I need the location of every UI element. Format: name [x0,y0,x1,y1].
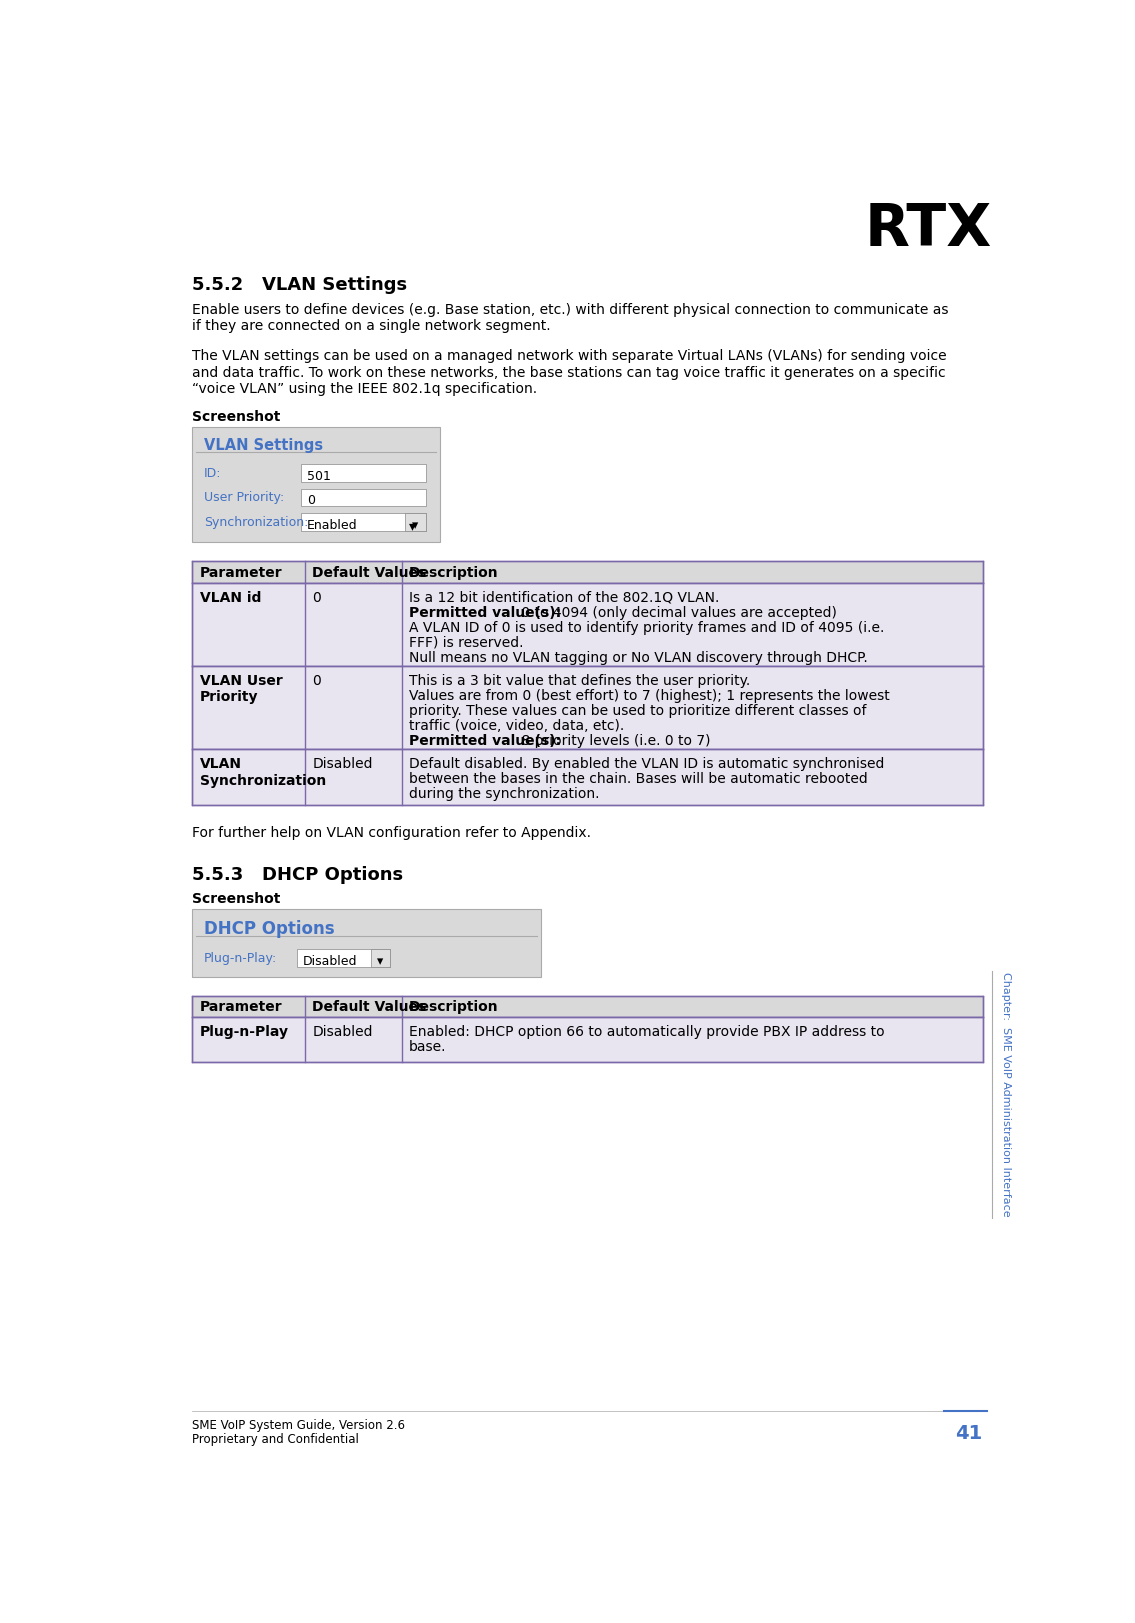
Text: 5.5.3   DHCP Options: 5.5.3 DHCP Options [192,867,403,885]
Text: VLAN id: VLAN id [200,591,261,605]
FancyBboxPatch shape [192,750,983,805]
Text: ID:: ID: [204,467,221,480]
Text: This is a 3 bit value that defines the user priority.: This is a 3 bit value that defines the u… [410,674,750,688]
Text: Synchronization:: Synchronization: [204,516,309,529]
Text: ▾: ▾ [377,954,384,967]
Text: if they are connected on a single network segment.: if they are connected on a single networ… [192,320,550,333]
Text: Enable users to define devices (e.g. Base station, etc.) with different physical: Enable users to define devices (e.g. Bas… [192,302,949,316]
FancyBboxPatch shape [297,949,390,967]
Text: Plug-n-Play: Plug-n-Play [200,1026,289,1039]
Text: A VLAN ID of 0 is used to identify priority frames and ID of 4095 (i.e.: A VLAN ID of 0 is used to identify prior… [410,620,884,635]
Text: 501: 501 [306,469,330,482]
FancyBboxPatch shape [192,583,983,665]
FancyBboxPatch shape [192,665,983,750]
Text: Disabled: Disabled [303,954,358,967]
Text: Chapter:  SME VoIP Administration Interface: Chapter: SME VoIP Administration Interfa… [1001,972,1011,1217]
Text: Disabled: Disabled [312,756,373,771]
Text: 8 priority levels (i.e. 0 to 7): 8 priority levels (i.e. 0 to 7) [516,734,711,748]
Text: Plug-n-Play:: Plug-n-Play: [204,951,277,964]
Text: Disabled: Disabled [312,1026,373,1039]
Text: Screenshot: Screenshot [192,409,280,424]
Text: Enabled: DHCP option 66 to automatically provide PBX IP address to: Enabled: DHCP option 66 to automatically… [410,1026,885,1039]
Text: Proprietary and Confidential: Proprietary and Confidential [192,1433,359,1446]
Text: 41: 41 [956,1423,983,1443]
FancyBboxPatch shape [301,513,427,531]
Text: priority. These values can be used to prioritize different classes of: priority. These values can be used to pr… [410,704,867,717]
Text: “voice VLAN” using the IEEE 802.1q specification.: “voice VLAN” using the IEEE 802.1q speci… [192,383,537,396]
Text: For further help on VLAN configuration refer to Appendix.: For further help on VLAN configuration r… [192,826,591,841]
Text: Parameter: Parameter [200,566,283,579]
Text: base.: base. [410,1040,447,1053]
Text: 5.5.2   VLAN Settings: 5.5.2 VLAN Settings [192,276,407,294]
Text: VLAN User: VLAN User [200,674,283,688]
Text: RTX: RTX [865,201,992,258]
Text: Default disabled. By enabled the VLAN ID is automatic synchronised: Default disabled. By enabled the VLAN ID… [410,756,884,771]
FancyBboxPatch shape [192,1018,983,1061]
Text: ▾: ▾ [410,519,417,532]
Text: FFF) is reserved.: FFF) is reserved. [410,636,523,649]
FancyBboxPatch shape [301,464,427,482]
Text: traffic (voice, video, data, etc).: traffic (voice, video, data, etc). [410,719,624,734]
Text: DHCP Options: DHCP Options [204,920,335,938]
Text: between the bases in the chain. Bases will be automatic rebooted: between the bases in the chain. Bases wi… [410,773,868,786]
FancyBboxPatch shape [192,997,983,1018]
Text: Description: Description [410,566,499,579]
Text: VLAN Settings: VLAN Settings [204,438,323,453]
FancyBboxPatch shape [192,909,541,977]
FancyBboxPatch shape [370,949,390,967]
Text: Priority: Priority [200,690,259,704]
Text: Screenshot: Screenshot [192,891,280,906]
Text: Permitted value(s):: Permitted value(s): [410,734,562,748]
Text: Is a 12 bit identification of the 802.1Q VLAN.: Is a 12 bit identification of the 802.1Q… [410,591,720,605]
Text: and data traffic. To work on these networks, the base stations can tag voice tra: and data traffic. To work on these netwo… [192,365,945,380]
Text: 0 to 4094 (only decimal values are accepted): 0 to 4094 (only decimal values are accep… [516,605,836,620]
FancyBboxPatch shape [301,489,427,506]
Text: Null means no VLAN tagging or No VLAN discovery through DHCP.: Null means no VLAN tagging or No VLAN di… [410,651,868,665]
Text: during the synchronization.: during the synchronization. [410,787,599,802]
FancyBboxPatch shape [192,427,440,542]
Text: The VLAN settings can be used on a managed network with separate Virtual LANs (V: The VLAN settings can be used on a manag… [192,349,947,364]
Text: SME VoIP System Guide, Version 2.6: SME VoIP System Guide, Version 2.6 [192,1419,405,1431]
Text: Parameter: Parameter [200,1000,283,1014]
FancyBboxPatch shape [404,513,427,531]
Text: 0: 0 [312,674,321,688]
Text: Enabled: Enabled [306,519,358,532]
Text: ▾: ▾ [412,519,419,532]
Text: Description: Description [410,1000,499,1014]
Text: User Priority:: User Priority: [204,492,284,505]
Text: Permitted value(s):: Permitted value(s): [410,605,562,620]
Text: 0: 0 [306,495,314,508]
Text: Synchronization: Synchronization [200,774,326,787]
FancyBboxPatch shape [192,562,983,583]
Text: VLAN: VLAN [200,756,242,771]
Text: Default Values: Default Values [312,1000,427,1014]
Text: Default Values: Default Values [312,566,427,579]
Text: 0: 0 [312,591,321,605]
Text: Values are from 0 (best effort) to 7 (highest); 1 represents the lowest: Values are from 0 (best effort) to 7 (hi… [410,688,890,703]
